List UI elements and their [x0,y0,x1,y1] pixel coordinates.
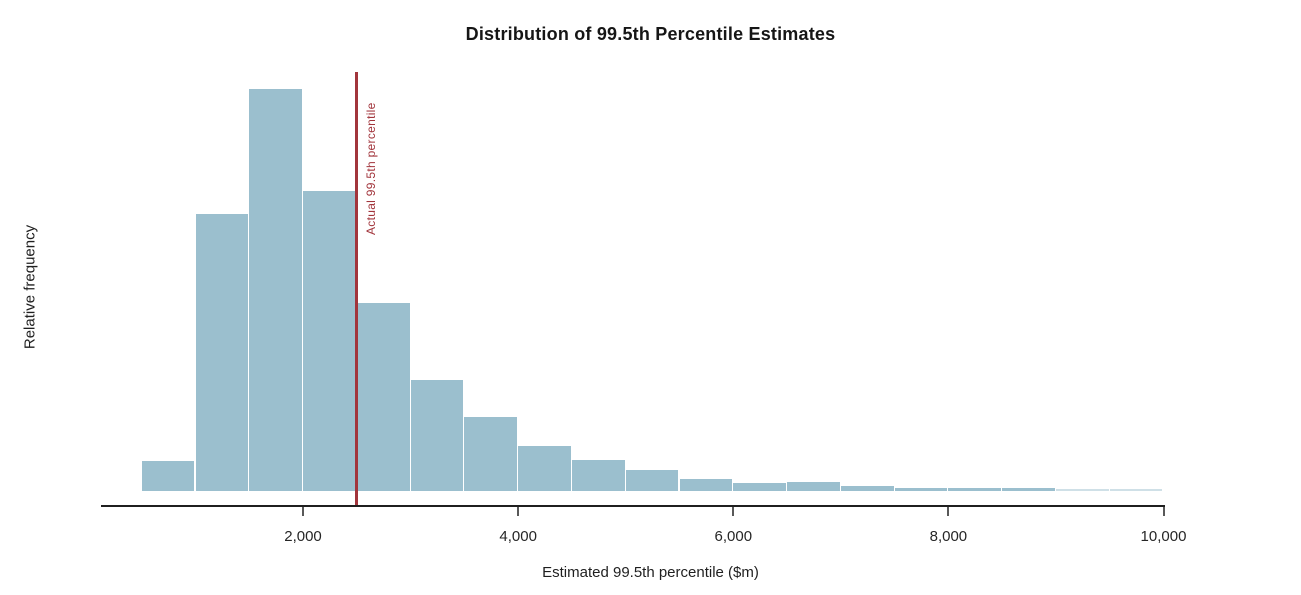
x-axis-tick [1162,507,1165,516]
histogram-bar [356,302,410,491]
histogram-bar [733,482,787,491]
histogram-bar [195,214,249,491]
histogram-bar [625,470,679,491]
chart-title: Distribution of 99.5th Percentile Estima… [465,24,836,44]
x-axis-tick-label: 4,000 [499,528,537,545]
x-axis-tick [302,507,304,516]
histogram-bar [787,481,840,491]
reference-line [355,72,359,506]
x-axis-tick-label: 8,000 [929,528,968,545]
x-axis-tick [517,507,520,516]
x-axis: 2,000 4,000 6,000 8,000 10,000 [101,505,1186,555]
histogram-bar [948,487,1002,491]
histogram-bar [141,461,195,491]
histogram-bar [464,416,518,491]
histogram-bar [840,485,894,491]
x-axis-tick [732,507,735,516]
histogram-bar [518,446,571,491]
histogram-bar [1002,487,1055,491]
histogram-bar [679,479,733,491]
histogram-bar [1056,489,1109,491]
x-axis-tick-label: 10,000 [1140,528,1187,545]
reference-line-label: Actual 99.5th percentile [363,102,378,235]
x-axis-label: Estimated 99.5th percentile ($m) [542,564,759,581]
x-axis-tick-label: 6,000 [714,528,753,545]
histogram-bar [894,487,948,491]
histogram-bar [1109,489,1163,491]
histogram-bar [410,379,464,491]
histogram-bar [303,191,356,491]
x-axis-tick-label: 2,000 [284,528,322,545]
histogram-bar [249,89,303,491]
x-axis-line [101,505,1165,507]
x-axis-tick [947,507,950,516]
plot-area [101,70,1165,491]
y-axis-label: Relative frequency [21,224,39,350]
histogram-bar [571,460,625,491]
